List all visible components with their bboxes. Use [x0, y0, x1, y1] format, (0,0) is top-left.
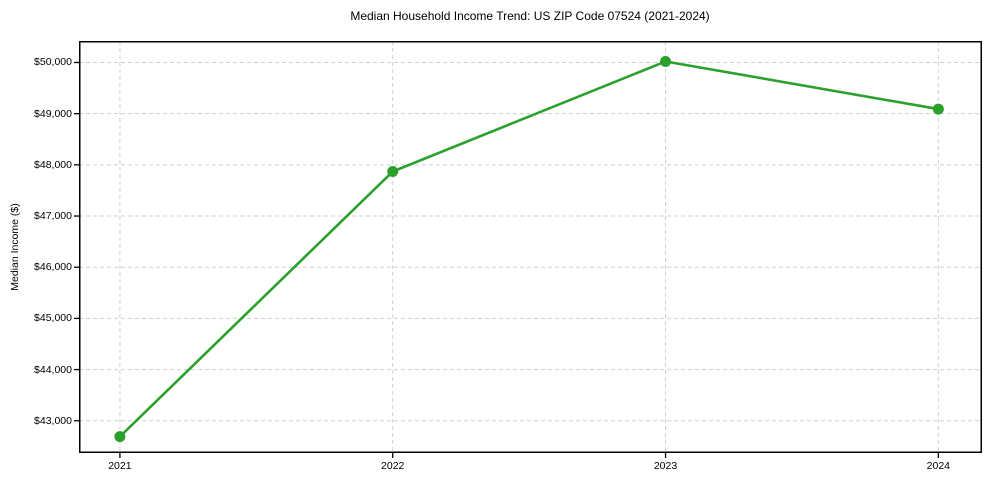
- x-tick-label: 2023: [653, 460, 678, 472]
- x-tick-label: 2021: [108, 460, 132, 472]
- y-tick-label: $49,000: [34, 107, 72, 120]
- line-chart-svg: [74, 41, 982, 458]
- y-tick-label: $48,000: [34, 158, 72, 171]
- chart-title: Median Household Income Trend: US ZIP Co…: [350, 9, 710, 23]
- x-tick-label: 2022: [381, 460, 405, 472]
- y-tick-label: $45,000: [34, 312, 72, 325]
- y-tick-label: $47,000: [34, 210, 72, 223]
- y-tick-label: $46,000: [34, 261, 72, 274]
- plot-area: [74, 41, 982, 458]
- y-tick-label: $50,000: [34, 56, 72, 69]
- y-tick-label: $44,000: [34, 363, 72, 376]
- y-tick-label: $43,000: [34, 414, 72, 427]
- x-tick-label: 2024: [926, 460, 951, 472]
